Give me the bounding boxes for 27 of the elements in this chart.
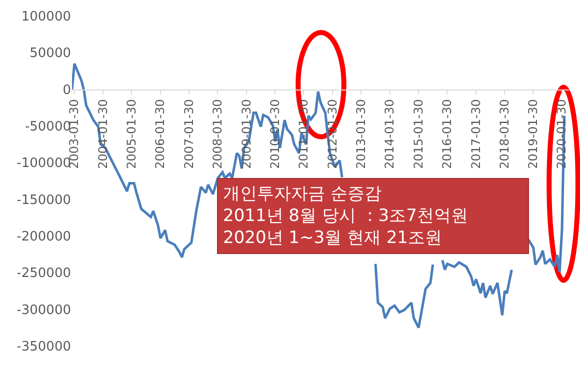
x-tick-label: 2016-01-30	[440, 99, 454, 169]
y-tick-label: -200000	[16, 230, 71, 245]
x-tick-label: 2010-01-30	[268, 99, 282, 169]
annotation: 개인투자자금 순증감 2011년 8월 당시 ：3조7천억원 2020년 1~3월 현재 21조원	[223, 184, 468, 248]
x-tick-label: 2015-01-30	[411, 99, 426, 169]
x-tick-label: 2009-01-30	[239, 99, 254, 169]
x-tick-label: 2005-01-30	[124, 99, 139, 169]
y-tick-label: -350000	[16, 340, 71, 355]
x-tick-label: 2013-01-30	[354, 99, 368, 169]
y-tick-label: -250000	[16, 266, 71, 282]
y-tick-label: -150000	[16, 192, 71, 208]
y-tick-label: -300000	[16, 302, 71, 318]
x-tick-label: 2008-01-30	[210, 99, 225, 169]
x-tick-label: 2020-01-30	[554, 99, 569, 169]
y-tick-label: 100000	[21, 10, 71, 25]
x-tick-label: 2011-01-30	[296, 99, 311, 169]
x-tick-label: 2014-01-30	[382, 99, 397, 169]
picture-note-box: 개인투자자금 순증감 2011년 8월 당시 ：3조7천억원 2020년 1~3월 현재 21조원	[217, 178, 529, 254]
y-tick-label: 50000	[30, 46, 71, 62]
x-tick-label: 2019-01-30	[526, 99, 540, 169]
x-tick-label: 2012-01-30	[325, 99, 340, 169]
x-tick-label: 2018-01-30	[497, 99, 512, 169]
x-tick-label: 2004-01-30	[96, 99, 110, 169]
x-tick-label: 2017-01-30	[468, 99, 483, 169]
x-tick-label: 2006-01-30	[153, 99, 168, 169]
x-tick-label: 2007-01-30	[182, 99, 196, 169]
y-tick-label: 0	[62, 82, 71, 98]
